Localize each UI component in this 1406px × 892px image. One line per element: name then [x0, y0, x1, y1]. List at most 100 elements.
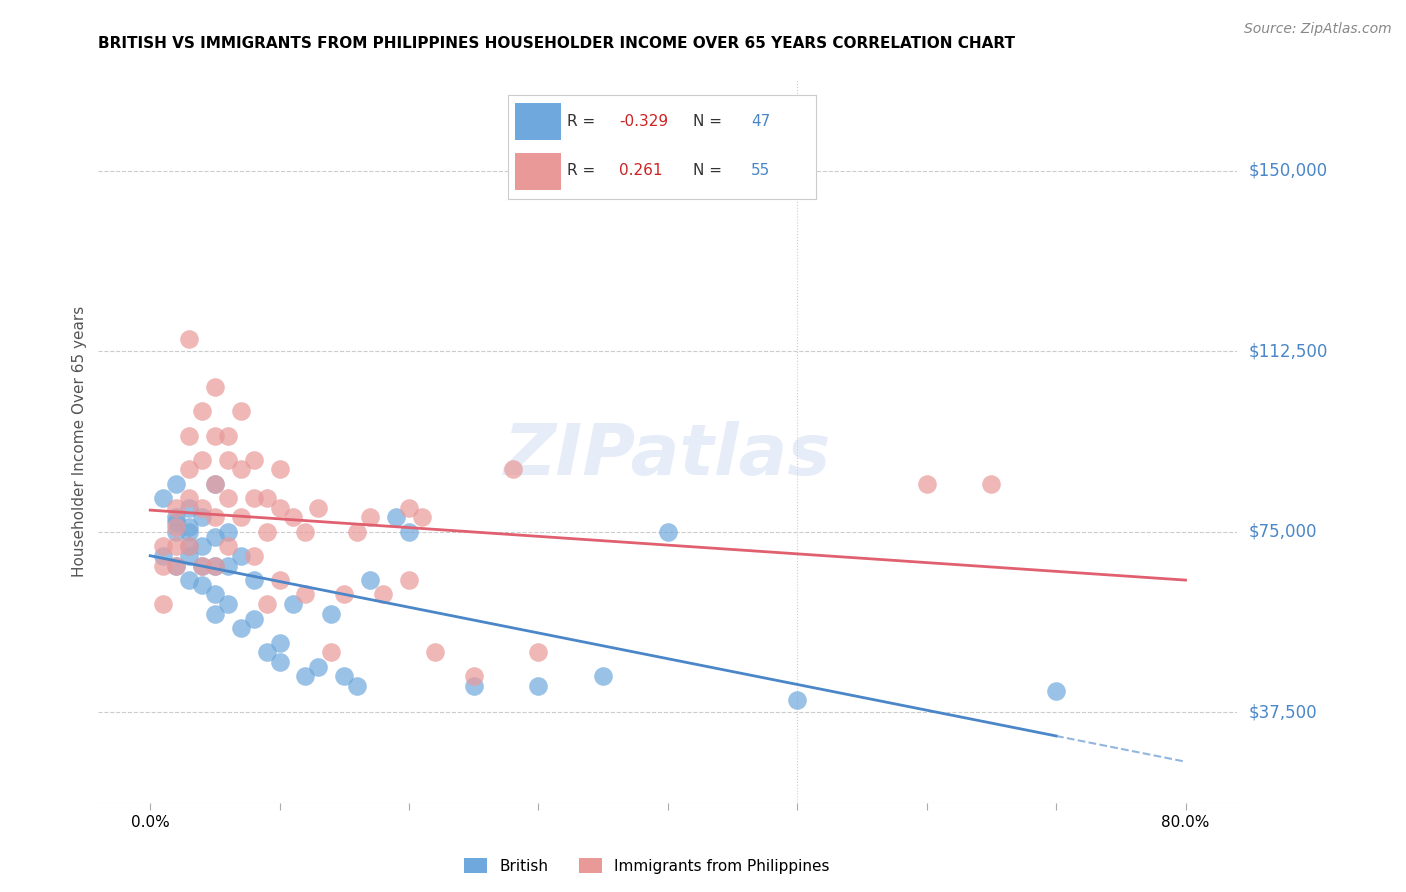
Point [269, 573, 291, 587]
Point [152, 558, 174, 573]
Point [333, 587, 356, 601]
Point [281, 597, 304, 611]
Point [177, 332, 200, 346]
Point [191, 558, 214, 573]
Point [204, 530, 226, 544]
Y-axis label: Householder Income Over 65 years: Householder Income Over 65 years [72, 306, 87, 577]
Point [217, 539, 239, 553]
Point [321, 645, 343, 659]
Point [333, 669, 356, 683]
Point [915, 476, 938, 491]
Point [269, 655, 291, 669]
Point [527, 679, 550, 693]
Point [423, 645, 446, 659]
Point [385, 510, 408, 524]
Point [256, 645, 278, 659]
Point [177, 462, 200, 476]
Point [242, 452, 264, 467]
Point [191, 558, 214, 573]
Point [177, 549, 200, 563]
Point [256, 491, 278, 505]
Point [229, 404, 252, 418]
Point [359, 510, 381, 524]
Point [242, 611, 264, 625]
Point [204, 558, 226, 573]
Point [177, 500, 200, 515]
Point [152, 549, 174, 563]
Point [229, 510, 252, 524]
Point [980, 476, 1002, 491]
Point [165, 558, 187, 573]
Point [204, 380, 226, 394]
Point [463, 679, 485, 693]
Point [229, 621, 252, 635]
Point [346, 679, 368, 693]
Point [592, 669, 614, 683]
Point [217, 452, 239, 467]
Point [269, 635, 291, 649]
Point [165, 520, 187, 534]
Point [307, 500, 329, 515]
Point [217, 428, 239, 442]
Text: $37,500: $37,500 [1249, 704, 1317, 722]
Text: $112,500: $112,500 [1249, 343, 1327, 360]
Text: $150,000: $150,000 [1249, 161, 1327, 179]
Point [217, 491, 239, 505]
Point [204, 607, 226, 621]
Point [152, 539, 174, 553]
Point [204, 476, 226, 491]
Legend: British, Immigrants from Philippines: British, Immigrants from Philippines [458, 852, 835, 880]
Point [294, 669, 316, 683]
Point [191, 500, 214, 515]
Point [177, 428, 200, 442]
Point [269, 500, 291, 515]
Point [165, 510, 187, 524]
Point [398, 524, 420, 539]
Point [177, 573, 200, 587]
Point [165, 515, 187, 529]
Text: $75,000: $75,000 [1249, 523, 1317, 541]
Point [527, 645, 550, 659]
Point [502, 462, 524, 476]
Point [281, 510, 304, 524]
Text: ZIPatlas: ZIPatlas [505, 422, 831, 491]
Point [191, 404, 214, 418]
Point [204, 476, 226, 491]
Point [229, 549, 252, 563]
Point [217, 524, 239, 539]
Point [204, 558, 226, 573]
Point [217, 558, 239, 573]
Point [346, 524, 368, 539]
Point [1045, 683, 1067, 698]
Point [398, 573, 420, 587]
Point [398, 500, 420, 515]
Text: Source: ZipAtlas.com: Source: ZipAtlas.com [1244, 22, 1392, 37]
Point [786, 693, 808, 707]
Point [294, 524, 316, 539]
Point [359, 573, 381, 587]
Point [657, 524, 679, 539]
Text: BRITISH VS IMMIGRANTS FROM PHILIPPINES HOUSEHOLDER INCOME OVER 65 YEARS CORRELAT: BRITISH VS IMMIGRANTS FROM PHILIPPINES H… [98, 37, 1015, 52]
Point [373, 587, 395, 601]
Point [463, 669, 485, 683]
Point [177, 520, 200, 534]
Point [165, 539, 187, 553]
Point [191, 452, 214, 467]
Point [242, 573, 264, 587]
Point [242, 549, 264, 563]
Point [307, 659, 329, 673]
Point [256, 597, 278, 611]
Point [204, 428, 226, 442]
Point [177, 524, 200, 539]
Point [165, 476, 187, 491]
Point [204, 510, 226, 524]
Point [294, 587, 316, 601]
Point [165, 500, 187, 515]
Point [152, 597, 174, 611]
Point [165, 524, 187, 539]
Point [242, 491, 264, 505]
Point [256, 524, 278, 539]
Point [191, 510, 214, 524]
Point [217, 597, 239, 611]
Point [152, 491, 174, 505]
